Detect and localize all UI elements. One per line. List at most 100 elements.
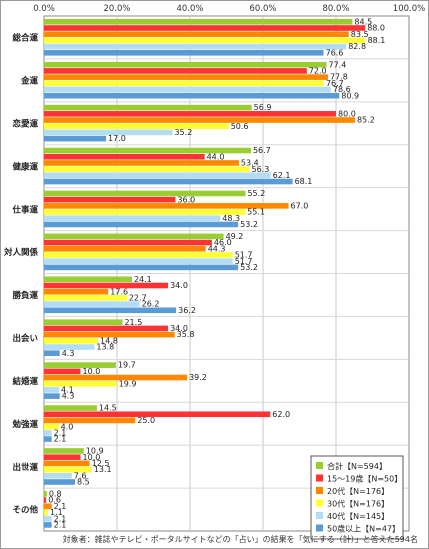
bar <box>44 80 324 87</box>
category-label: 勉強運 <box>11 419 38 430</box>
bar <box>44 92 340 99</box>
bar <box>44 522 52 528</box>
legend-label: 50歳以上【N=47】 <box>327 524 400 534</box>
bar <box>44 147 251 154</box>
bar <box>44 319 123 326</box>
bar <box>44 417 136 424</box>
bar <box>44 301 140 307</box>
x-tick-label: 80.0% <box>322 4 349 14</box>
bar <box>44 196 176 203</box>
data-label: 2.1 <box>54 428 67 437</box>
bar <box>44 350 60 357</box>
bar <box>44 344 95 350</box>
data-label: 10.0 <box>83 453 101 462</box>
data-label: 62.0 <box>272 410 290 419</box>
bar <box>44 509 49 516</box>
bar <box>44 68 307 74</box>
data-label: 17.6 <box>110 287 128 296</box>
data-label: 14.8 <box>100 336 118 345</box>
data-label: 2.1 <box>54 514 67 523</box>
x-tick-label: 40.0% <box>176 4 203 14</box>
bar <box>44 479 76 485</box>
bar <box>44 31 349 37</box>
bar <box>44 411 271 418</box>
bar <box>44 325 169 332</box>
data-label: 25.0 <box>137 416 155 425</box>
bar <box>44 209 246 215</box>
data-label: 2.1 <box>54 520 67 529</box>
bar <box>44 203 289 209</box>
bar <box>44 423 59 430</box>
data-label: 0.8 <box>49 489 62 498</box>
bar <box>44 25 366 31</box>
bar <box>44 172 271 179</box>
data-label: 78.6 <box>333 85 351 94</box>
legend-swatch <box>316 474 323 482</box>
bar <box>44 454 81 460</box>
data-label: 36.0 <box>177 195 195 204</box>
data-label: 0.6 <box>48 496 61 505</box>
data-label: 10.9 <box>86 447 104 456</box>
data-label: 4.3 <box>62 349 75 358</box>
legend-label: 15～19歳【N=50】 <box>327 474 402 484</box>
category-label: 出会い <box>12 333 38 344</box>
bar <box>44 74 328 80</box>
data-label: 26.2 <box>142 300 160 309</box>
data-label: 22.7 <box>129 294 147 303</box>
data-label: 2.1 <box>54 435 67 444</box>
data-label: 53.2 <box>240 220 258 229</box>
data-label: 34.0 <box>170 324 188 333</box>
bar <box>44 387 59 393</box>
bar <box>44 135 107 142</box>
x-tick-label: 60.0% <box>249 4 276 14</box>
data-label: 19.7 <box>118 361 136 370</box>
data-label: 55.1 <box>247 208 265 217</box>
data-label: 4.1 <box>61 386 74 395</box>
bar <box>44 123 229 130</box>
data-label: 77.8 <box>330 73 348 82</box>
category-label: 出世運 <box>12 462 38 473</box>
bar <box>44 160 239 166</box>
data-label: 53.4 <box>241 159 259 168</box>
x-tick-label: 100.0% <box>393 4 425 14</box>
category-label: 結婚運 <box>12 376 38 387</box>
bar <box>44 264 239 271</box>
bar <box>44 233 224 240</box>
data-label: 72.0 <box>309 67 327 76</box>
data-label: 35.2 <box>174 128 192 137</box>
bar <box>44 245 206 252</box>
bar <box>44 258 233 264</box>
data-label: 62.1 <box>273 171 291 180</box>
legend-label: 40代【N=145】 <box>327 511 389 521</box>
bar <box>44 472 72 479</box>
data-label: 44.3 <box>208 244 226 253</box>
data-label: 49.2 <box>226 232 244 241</box>
bar <box>44 460 90 467</box>
data-label: 1.1 <box>50 508 63 517</box>
bar <box>44 166 250 172</box>
data-label: 14.5 <box>99 404 117 413</box>
bar <box>44 368 81 375</box>
data-label: 4.0 <box>61 422 74 431</box>
bar <box>44 466 92 473</box>
data-label: 85.2 <box>357 116 375 125</box>
data-label: 80.9 <box>341 91 359 100</box>
legend-swatch <box>316 462 323 469</box>
bar <box>44 307 177 314</box>
bar <box>44 362 116 368</box>
bar <box>44 503 52 510</box>
legend-label: 20代【N=176】 <box>327 486 389 496</box>
data-label: 68.1 <box>295 177 313 186</box>
bar <box>44 215 221 222</box>
data-label: 50.6 <box>231 122 249 131</box>
legend-label: 30代【N=176】 <box>327 499 389 509</box>
footnote: 対象者：雑誌やテレビ・ポータルサイトなどの「占い」の結果を「気にする（計）」と答… <box>62 535 418 544</box>
data-label: 56.7 <box>253 146 271 155</box>
bar <box>44 282 169 289</box>
bar <box>44 252 233 258</box>
bar <box>44 288 109 295</box>
data-label: 80.0 <box>338 109 356 118</box>
bar <box>44 276 132 283</box>
bar <box>44 380 117 387</box>
